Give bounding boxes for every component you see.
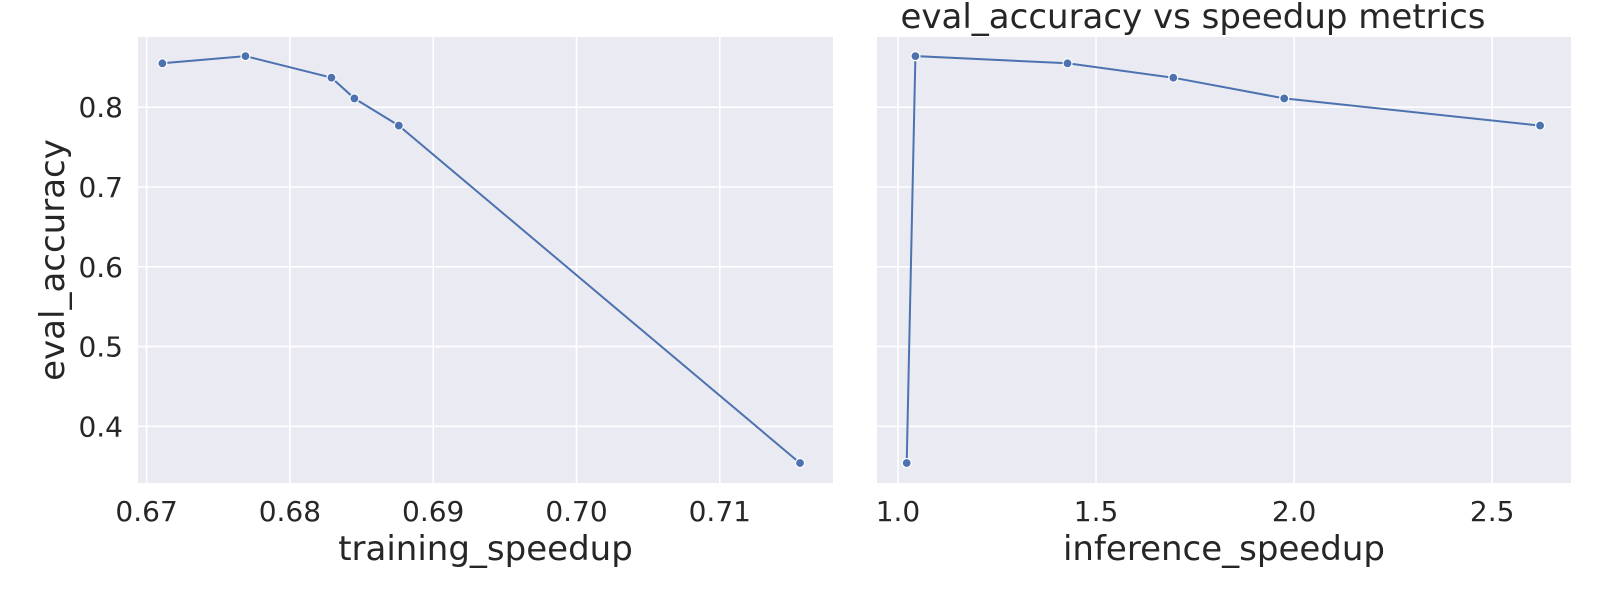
x-tick-label: 0.67 (115, 495, 177, 528)
series-line (162, 55, 801, 464)
x-tick-label: 1.0 (876, 495, 921, 528)
y-tick-label: 0.5 (78, 331, 123, 364)
data-point (240, 51, 251, 62)
data-point (901, 457, 912, 469)
data-point (1535, 120, 1546, 131)
x-tick-label: 0.68 (259, 495, 321, 528)
x-tick-label: 1.5 (1074, 495, 1119, 528)
x-tick-label: 2.5 (1470, 495, 1515, 528)
data-point (1279, 93, 1290, 104)
y-tick-label: 0.4 (78, 410, 123, 443)
x-axis-label: training_speedup (338, 529, 633, 569)
data-point (794, 457, 806, 469)
figure-title: eval_accuracy vs speedup metrics (900, 0, 1485, 37)
data-point (1062, 58, 1073, 69)
data-point (910, 51, 921, 62)
plot-area-right (877, 37, 1571, 483)
panel-training-speedup: 0.67 0.68 0.69 0.70 0.71 0.4 0.5 0.6 0.7 0.8 train… (33, 37, 833, 569)
y-tick-label: 0.6 (78, 251, 123, 284)
y-tick-label: 0.8 (78, 91, 123, 124)
y-axis-label: eval_accuracy (33, 139, 73, 381)
y-tick-label: 0.7 (78, 171, 123, 204)
x-tick-label: 2.0 (1272, 495, 1317, 528)
data-point (326, 72, 337, 83)
data-point (349, 93, 360, 104)
series-line (905, 55, 1541, 464)
x-tick-label: 0.71 (689, 495, 751, 528)
x-axis-label: inference_speedup (1063, 529, 1385, 569)
x-tick-label: 0.70 (545, 495, 607, 528)
data-point (157, 58, 168, 69)
panel-inference-speedup: 1.0 1.5 2.0 2.5 inference_speedup (876, 37, 1571, 569)
x-tick-label: 0.69 (402, 495, 464, 528)
data-point (393, 120, 404, 131)
data-point (1168, 72, 1179, 83)
plot-area-left (138, 37, 833, 483)
